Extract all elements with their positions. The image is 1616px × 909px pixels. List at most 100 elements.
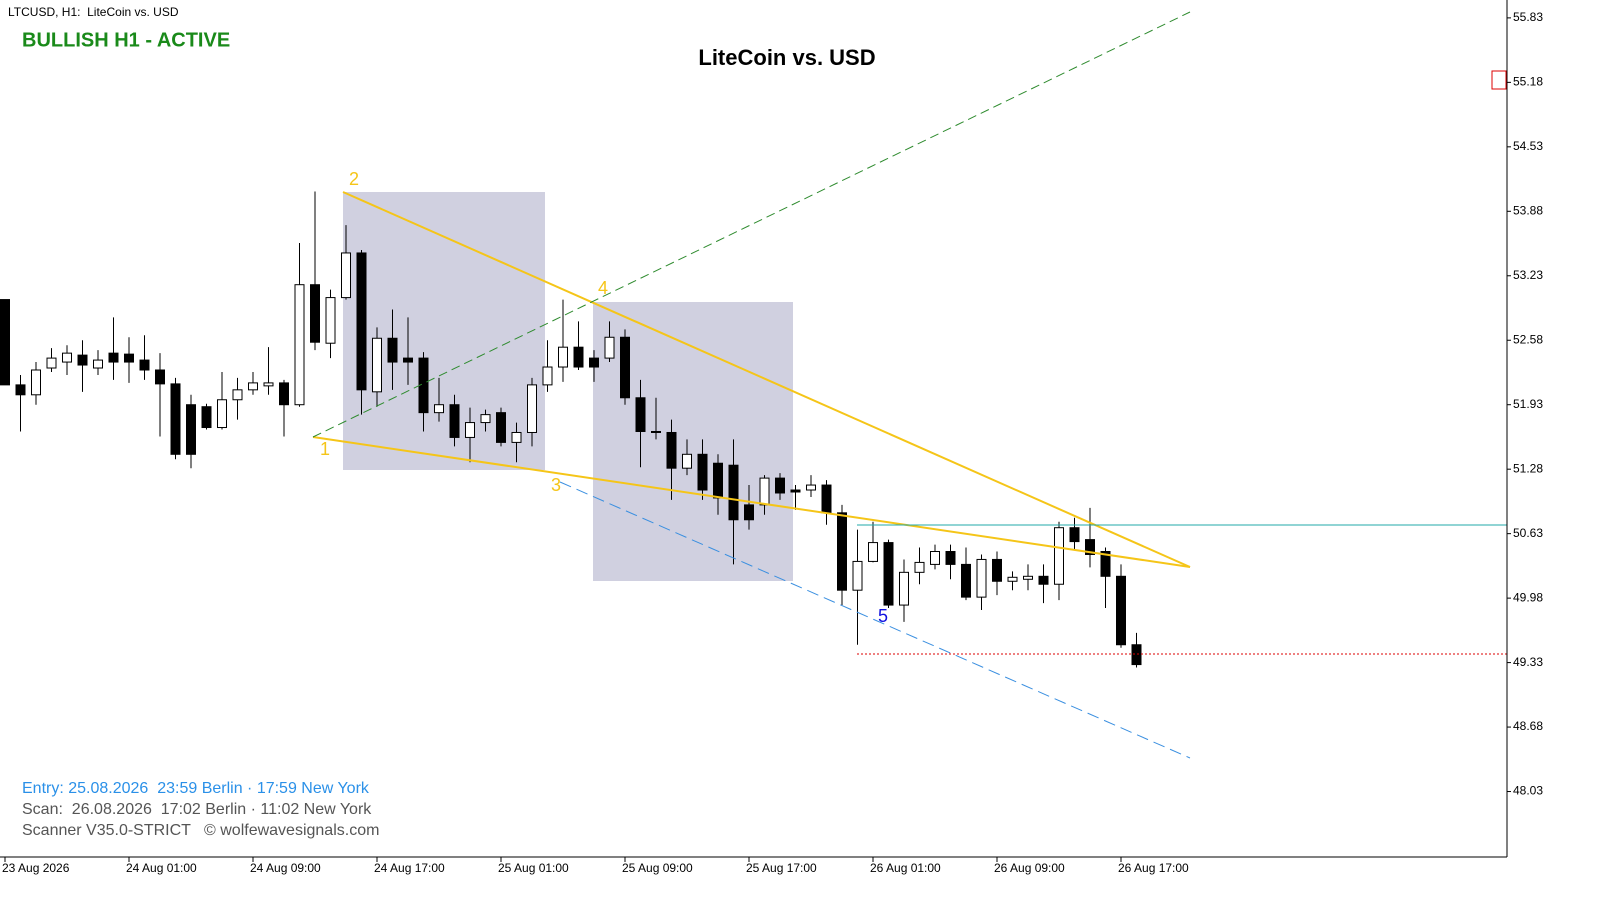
candles [0, 191, 1142, 668]
candle-body [480, 414, 491, 424]
candle-body [186, 404, 196, 455]
candle-body [1131, 644, 1142, 666]
candle-body [604, 336, 615, 359]
candle-body [0, 299, 10, 386]
y-tick-label: 52.58 [1513, 332, 1543, 346]
candle-body [1007, 576, 1018, 582]
candle-body [46, 357, 57, 369]
wave-line [312, 436, 1191, 568]
y-tick-label: 48.68 [1513, 719, 1543, 733]
candle-body [108, 352, 119, 363]
candle-body [1116, 575, 1126, 646]
candle-body [759, 477, 770, 506]
candle-body [542, 366, 553, 386]
status: BULLISH H1 - ACTIVE [22, 29, 230, 51]
candle-body [697, 453, 708, 491]
candle-body [201, 406, 212, 429]
candle-body [62, 352, 72, 363]
candle-body [883, 542, 894, 606]
candle-body [341, 252, 351, 299]
candle-body [356, 252, 367, 391]
x-tick-label: 25 Aug 09:00 [622, 861, 693, 875]
x-tick-label: 24 Aug 01:00 [126, 861, 197, 875]
y-tick-label: 53.23 [1513, 268, 1543, 282]
candle-body [465, 422, 475, 438]
candle-body [294, 284, 305, 406]
y-tick-label: 51.28 [1513, 461, 1543, 475]
candle-body [527, 384, 537, 433]
candle-body [666, 431, 677, 469]
x-tick-label: 26 Aug 01:00 [870, 861, 941, 875]
candle-body [496, 412, 506, 443]
header: LTCUSD, H1: LiteCoin vs. USD [8, 5, 179, 19]
candle-body [124, 353, 134, 363]
candle-body [1069, 527, 1080, 543]
candle-body [15, 384, 26, 396]
candle-body [837, 512, 847, 591]
y-tick-label: 53.88 [1513, 203, 1543, 217]
candle-body [372, 337, 382, 393]
candle-body [449, 404, 460, 438]
candle-body [263, 382, 274, 387]
y-tick-label: 55.18 [1513, 75, 1543, 89]
x-tick-label: 25 Aug 17:00 [746, 861, 817, 875]
candle-body [713, 462, 723, 499]
candle-body [775, 477, 785, 494]
y-tick-label: 48.03 [1513, 784, 1543, 798]
info-scan: Scan: 26.08.2026 17:02 Berlin · 11:02 Ne… [22, 801, 372, 818]
candle-body [589, 357, 599, 368]
wave-line [342, 191, 1191, 568]
x-tick-label: 24 Aug 17:00 [374, 861, 445, 875]
candle-body [930, 551, 940, 565]
candle-body [77, 354, 88, 366]
candle-body [511, 431, 522, 443]
candle-body [728, 464, 739, 521]
candle-body [139, 359, 150, 371]
candle-body [852, 560, 863, 591]
candle-body [682, 453, 692, 469]
target-line [559, 481, 1191, 759]
candle-body [387, 337, 398, 363]
candle-body [248, 382, 258, 391]
candle-body [573, 346, 584, 368]
candle-body [899, 571, 909, 606]
candle-body [1038, 575, 1049, 585]
y-tick-label: 54.53 [1513, 139, 1543, 153]
wave-label: 4 [598, 278, 608, 298]
candle-body [790, 489, 801, 493]
candle-body [434, 404, 444, 414]
candle-body [325, 297, 336, 344]
x-tick-label: 26 Aug 09:00 [994, 861, 1065, 875]
y-tick-label: 55.83 [1513, 10, 1543, 24]
candle-body [31, 369, 41, 396]
x-tick-label: 26 Aug 17:00 [1118, 861, 1189, 875]
candle-body [1054, 527, 1064, 585]
x-tick-label: 24 Aug 09:00 [250, 861, 321, 875]
wave-label: 2 [349, 169, 359, 189]
candle-body [806, 484, 816, 491]
candle-body [945, 551, 956, 565]
pattern-lines: 1 2 3 4 5 [312, 11, 1507, 759]
y-tick-label: 49.98 [1513, 590, 1543, 604]
x-tick-label: 25 Aug 01:00 [498, 861, 569, 875]
candle-body [744, 504, 754, 521]
zone [343, 192, 545, 470]
candle-body [992, 558, 1002, 582]
candle-body [868, 542, 878, 562]
candle-body [821, 484, 832, 514]
target-line [312, 11, 1191, 438]
x-tick-label: 23 Aug 2026 [2, 861, 70, 875]
wave-label: 5 [878, 606, 888, 626]
candle-body [651, 430, 661, 433]
wave-label: 3 [551, 475, 561, 495]
candle-body [914, 561, 925, 573]
candle-body [170, 383, 181, 455]
candle-body [976, 558, 987, 598]
candle-body [961, 563, 971, 598]
y-tick-label: 51.93 [1513, 397, 1543, 411]
wave-label: 1 [320, 439, 330, 459]
pattern-zones [343, 192, 793, 581]
candle-body [217, 399, 227, 429]
candle-body [310, 284, 320, 343]
candle-body [155, 369, 165, 385]
